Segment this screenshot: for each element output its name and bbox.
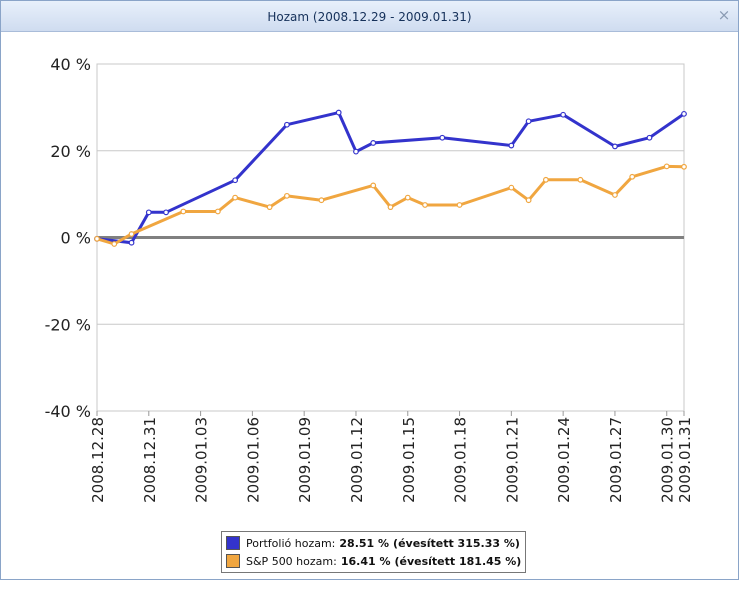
x-tick-label: 2009.01.18	[452, 417, 470, 503]
legend-item-sp500: S&P 500 hozam: 16.41 % (évesített 181.45…	[226, 552, 521, 570]
x-tick-label: 2009.01.09	[296, 417, 314, 503]
y-tick-label: 40 %	[50, 55, 91, 74]
data-point-portfolio	[439, 134, 446, 141]
x-tick-label: 2009.01.12	[348, 417, 366, 503]
data-point-portfolio	[145, 209, 152, 216]
data-point-portfolio	[232, 177, 239, 184]
data-point-sp500	[266, 204, 273, 211]
data-point-sp500	[612, 192, 618, 198]
data-point-sp500	[387, 204, 394, 211]
legend-item-portfolio: Portfolió hozam: 28.51 % (évesített 315.…	[226, 534, 521, 552]
data-point-sp500	[404, 194, 411, 201]
data-point-portfolio	[681, 110, 687, 117]
x-tick-label: 2009.01.24	[555, 417, 573, 503]
data-point-sp500	[577, 176, 584, 183]
data-point-sp500	[422, 202, 428, 208]
data-point-portfolio	[646, 134, 653, 141]
window-title: Hozam (2008.12.29 - 2009.01.31)	[267, 10, 472, 24]
legend-value-sp500: 16.41 %	[340, 554, 391, 568]
data-point-sp500	[681, 163, 687, 170]
data-point-portfolio	[353, 148, 359, 155]
data-point-portfolio	[370, 140, 377, 146]
chart-legend: Portfolió hozam: 28.51 % (évesített 315.…	[221, 531, 527, 573]
data-point-portfolio	[128, 239, 135, 246]
data-point-sp500	[542, 176, 549, 183]
legend-swatch-portfolio	[226, 536, 240, 550]
y-tick-label: 20 %	[50, 142, 91, 161]
data-point-sp500	[629, 173, 636, 180]
data-point-portfolio	[612, 143, 618, 150]
window-titlebar[interactable]: Hozam (2008.12.29 - 2009.01.31) ×	[1, 1, 738, 32]
data-point-sp500	[180, 208, 187, 215]
data-point-portfolio	[508, 142, 515, 149]
data-point-portfolio	[560, 111, 567, 118]
series-line-portfolio	[96, 111, 685, 245]
x-tick-label: 2008.12.28	[89, 417, 107, 503]
y-tick-label: 0 %	[61, 229, 91, 248]
data-point-sp500	[94, 235, 100, 242]
x-tick-label: 2008.12.31	[141, 417, 159, 503]
data-point-portfolio	[163, 209, 169, 216]
data-point-sp500	[663, 163, 670, 170]
data-point-sp500	[318, 197, 325, 204]
data-point-sp500	[128, 231, 135, 237]
data-point-sp500	[284, 192, 290, 199]
data-point-sp500	[111, 241, 118, 247]
legend-label-sp500: S&P 500 hozam:	[246, 554, 337, 568]
legend-annualized-portfolio: (évesített 315.33 %)	[393, 536, 520, 550]
legend-swatch-sp500	[226, 554, 240, 568]
data-point-sp500	[370, 182, 377, 189]
data-point-portfolio	[525, 118, 532, 125]
data-point-portfolio	[284, 121, 290, 128]
data-point-sp500	[525, 197, 532, 204]
data-point-portfolio	[335, 109, 342, 116]
legend-value-portfolio: 28.51 %	[339, 536, 390, 550]
y-tick-label: -40 %	[45, 402, 91, 421]
close-icon[interactable]: ×	[717, 6, 731, 24]
data-point-sp500	[232, 194, 239, 201]
legend-annualized-sp500: (évesített 181.45 %)	[394, 554, 522, 568]
legend-label-portfolio: Portfolió hozam:	[246, 536, 336, 550]
data-point-sp500	[508, 184, 515, 191]
x-tick-label: 2009.01.15	[400, 417, 418, 503]
x-tick-label: 2009.01.30	[659, 417, 677, 503]
x-tick-label: 2009.01.03	[193, 417, 211, 503]
data-point-sp500	[214, 208, 221, 215]
x-tick-label: 2009.01.06	[244, 417, 262, 503]
x-tick-label: 2009.01.31	[676, 417, 694, 503]
x-tick-label: 2009.01.21	[503, 417, 521, 503]
x-tick-label: 2009.01.27	[607, 417, 625, 503]
series-line-sp500	[96, 164, 685, 246]
data-point-sp500	[456, 202, 463, 208]
y-tick-label: -20 %	[45, 315, 91, 334]
return-chart: -40 % -20 % 0 % 20 % 40 % 2008.12.28 2008.12.3…	[45, 55, 694, 503]
